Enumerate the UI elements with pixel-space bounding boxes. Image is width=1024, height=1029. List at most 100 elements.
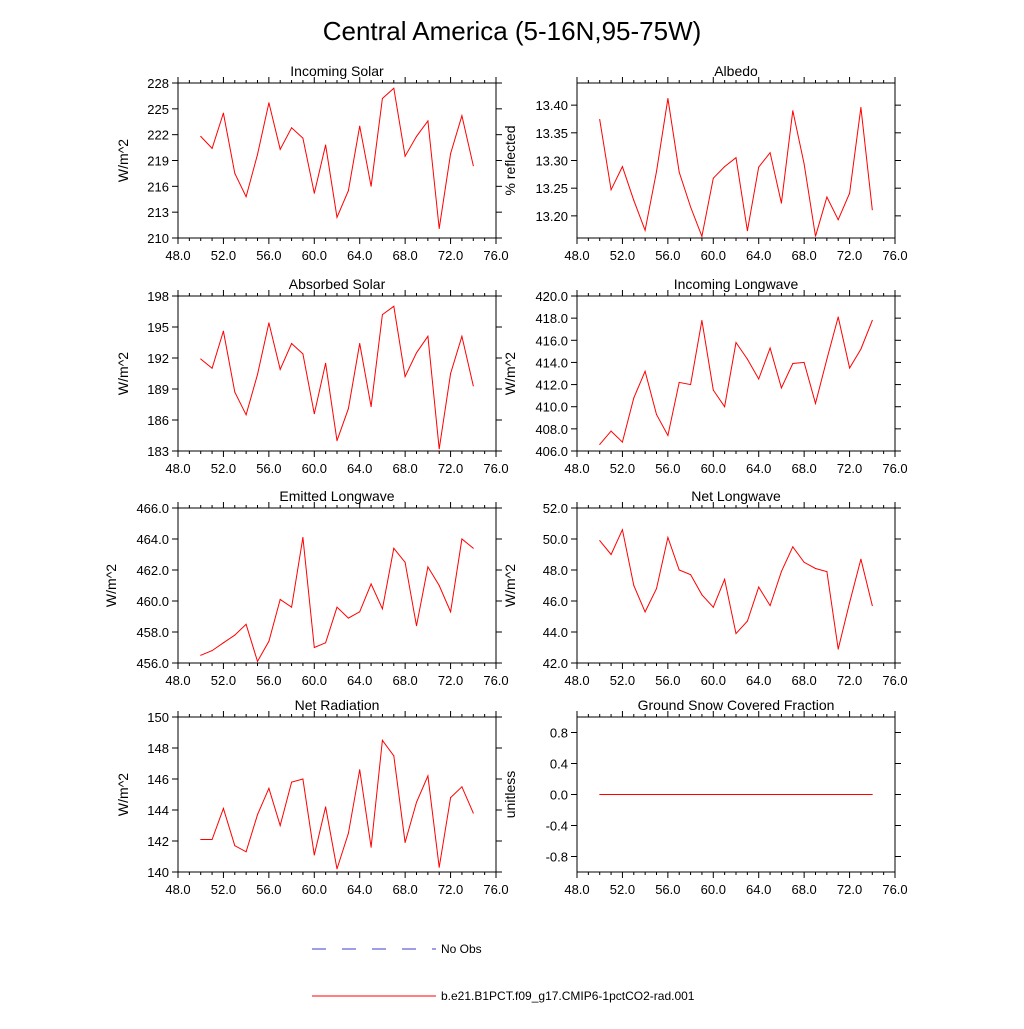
data-point bbox=[245, 196, 247, 198]
y-axis-label: W/m^2 bbox=[103, 564, 119, 607]
x-tick-label: 76.0 bbox=[483, 882, 508, 897]
y-axis-label: W/m^2 bbox=[502, 352, 518, 395]
data-point bbox=[347, 832, 349, 834]
y-tick-label: 408.0 bbox=[535, 422, 568, 437]
data-point bbox=[678, 171, 680, 173]
x-tick-label: 72.0 bbox=[438, 673, 463, 688]
data-point bbox=[871, 319, 873, 321]
data-point bbox=[712, 606, 714, 608]
x-tick-label: 56.0 bbox=[655, 673, 680, 688]
data-point bbox=[599, 443, 601, 445]
data-point bbox=[347, 190, 349, 192]
data-point bbox=[633, 199, 635, 201]
data-point bbox=[450, 153, 452, 155]
data-point bbox=[803, 163, 805, 165]
data-point bbox=[438, 448, 440, 450]
data-point bbox=[815, 794, 816, 795]
data-point bbox=[792, 546, 794, 548]
data-point bbox=[234, 172, 236, 174]
panel-3: Incoming Longwave 48.0 52.0 56.0 60.0 64.0 68.… bbox=[502, 276, 908, 476]
data-point bbox=[461, 335, 463, 337]
data-point bbox=[860, 348, 862, 350]
x-tick-label: 60.0 bbox=[701, 673, 726, 688]
data-point bbox=[860, 558, 862, 560]
data-point bbox=[746, 358, 748, 360]
x-tick-label: 68.0 bbox=[392, 673, 417, 688]
legend-model-label: b.e21.B1PCT.f09_g17.CMIP6-1pctCO2-rad.00… bbox=[441, 989, 695, 1003]
y-tick-label: 414.0 bbox=[535, 355, 568, 370]
data-point bbox=[222, 330, 224, 332]
legend-no-obs-label: No Obs bbox=[441, 942, 482, 956]
x-tick-label: 56.0 bbox=[655, 461, 680, 476]
plot-frame bbox=[177, 295, 497, 452]
data-point bbox=[302, 353, 304, 355]
panel-title: Incoming Solar bbox=[290, 63, 384, 79]
y-tick-label: 13.25 bbox=[535, 181, 568, 196]
data-point bbox=[393, 547, 395, 549]
data-point bbox=[427, 335, 429, 337]
x-tick-label: 64.0 bbox=[347, 673, 372, 688]
x-tick-label: 56.0 bbox=[655, 882, 680, 897]
panels: Incoming Solar 48.0 52.0 56.0 60.0 64.0 68.0 72… bbox=[103, 63, 908, 897]
x-tick-label: 76.0 bbox=[882, 461, 907, 476]
data-point bbox=[222, 642, 224, 644]
data-point bbox=[690, 794, 692, 795]
data-point bbox=[234, 845, 236, 847]
data-point bbox=[780, 571, 782, 573]
data-point bbox=[803, 561, 805, 563]
data-point bbox=[245, 851, 247, 853]
y-tick-label: 13.40 bbox=[535, 98, 568, 113]
data-point bbox=[200, 654, 202, 656]
x-tick-label: 72.0 bbox=[438, 882, 463, 897]
x-tick-label: 68.0 bbox=[791, 882, 816, 897]
data-point bbox=[758, 794, 760, 795]
series-line bbox=[200, 87, 474, 229]
y-tick-label: 144 bbox=[147, 803, 169, 818]
data-point bbox=[769, 605, 771, 607]
data-point bbox=[826, 571, 828, 573]
x-tick-label: 72.0 bbox=[438, 461, 463, 476]
y-tick-label: 183 bbox=[147, 444, 169, 459]
data-point bbox=[257, 660, 258, 662]
x-tick-label: 48.0 bbox=[165, 673, 190, 688]
data-point bbox=[803, 794, 805, 795]
data-point bbox=[313, 192, 315, 194]
data-point bbox=[257, 154, 258, 155]
data-point bbox=[291, 343, 293, 344]
data-point bbox=[803, 361, 805, 363]
data-point bbox=[279, 148, 281, 150]
y-axis-label: W/m^2 bbox=[502, 564, 518, 607]
data-point bbox=[450, 611, 452, 613]
data-point bbox=[780, 387, 782, 389]
data-point bbox=[393, 87, 395, 89]
data-point bbox=[746, 794, 748, 795]
x-tick-label: 48.0 bbox=[165, 882, 190, 897]
data-point bbox=[211, 650, 213, 652]
data-point bbox=[416, 801, 417, 803]
y-tick-label: 420.0 bbox=[535, 289, 568, 304]
data-point bbox=[644, 370, 646, 372]
x-tick-label: 68.0 bbox=[392, 248, 417, 263]
data-point bbox=[815, 402, 816, 404]
data-point bbox=[416, 135, 417, 137]
data-point bbox=[291, 781, 293, 783]
y-tick-label: 148 bbox=[147, 741, 169, 756]
data-point bbox=[656, 171, 657, 173]
x-tick-label: 76.0 bbox=[882, 673, 907, 688]
y-axis-label: unitless bbox=[502, 771, 518, 818]
data-point bbox=[849, 602, 851, 604]
data-point bbox=[302, 137, 304, 139]
data-point bbox=[690, 206, 692, 208]
x-tick-label: 64.0 bbox=[347, 461, 372, 476]
y-tick-label: 460.0 bbox=[136, 594, 169, 609]
panel-2: Absorbed Solar 48.0 52.0 56.0 60.0 64.0 68.0 72… bbox=[115, 276, 509, 476]
y-tick-label: 456.0 bbox=[136, 656, 169, 671]
data-point bbox=[438, 866, 440, 868]
data-point bbox=[610, 430, 612, 432]
x-tick-label: 64.0 bbox=[347, 248, 372, 263]
data-point bbox=[370, 846, 372, 848]
x-tick-label: 64.0 bbox=[746, 673, 771, 688]
x-tick-label: 52.0 bbox=[610, 673, 635, 688]
